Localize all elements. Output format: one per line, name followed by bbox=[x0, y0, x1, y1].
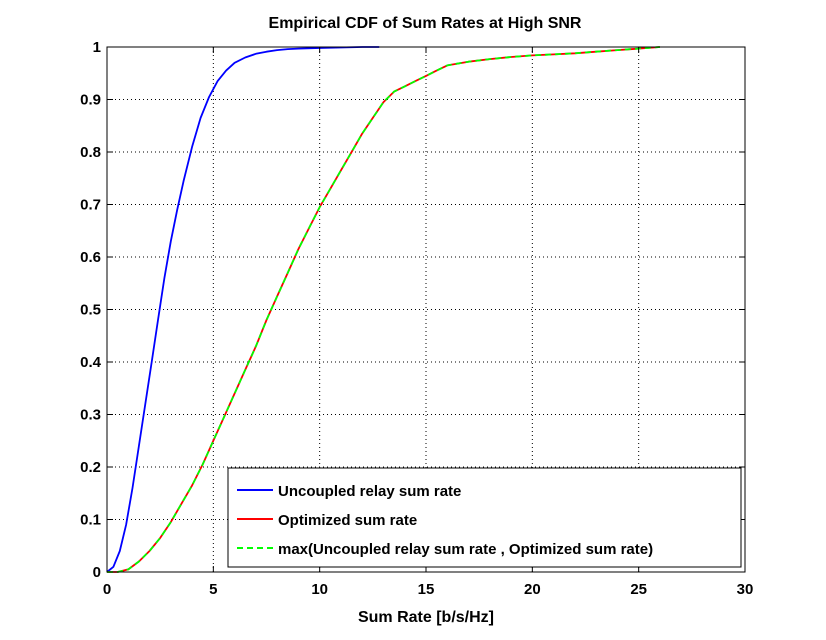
series-group bbox=[106, 46, 660, 573]
chart-title: Empirical CDF of Sum Rates at High SNR bbox=[269, 15, 582, 32]
legend[interactable]: Uncoupled relay sum rate Optimized sum r… bbox=[227, 467, 742, 568]
x-axis-label: Sum Rate [b/s/Hz] bbox=[358, 609, 494, 626]
y-tick-label: 1 bbox=[93, 39, 101, 56]
x-tick-label: 20 bbox=[524, 581, 541, 598]
y-tick-label: 0 bbox=[93, 564, 101, 581]
y-tick-label: 0.9 bbox=[80, 92, 101, 109]
legend-box bbox=[227, 467, 742, 568]
x-tick-label: 5 bbox=[209, 581, 217, 598]
y-tick-label: 0.5 bbox=[80, 302, 101, 319]
y-tick-label: 0.8 bbox=[80, 144, 101, 161]
x-tick-label: 30 bbox=[737, 581, 754, 598]
x-tick-label: 15 bbox=[418, 581, 435, 598]
legend-label-optimized: Optimized sum rate bbox=[278, 512, 417, 529]
y-tick-label: 0.1 bbox=[80, 512, 101, 529]
x-tick-label: 0 bbox=[103, 581, 111, 598]
y-tick-label: 0.3 bbox=[80, 407, 101, 424]
y-tick-label: 0.4 bbox=[80, 354, 102, 371]
y-tick-label: 0.7 bbox=[80, 197, 101, 214]
series-uncoupled-line bbox=[106, 46, 380, 573]
y-tick-label: 0.6 bbox=[80, 249, 101, 266]
legend-label-max: max(Uncoupled relay sum rate , Optimized… bbox=[278, 541, 653, 558]
x-tick-label: 25 bbox=[630, 581, 647, 598]
y-tick-label: 0.2 bbox=[80, 459, 101, 476]
series-max-line bbox=[107, 46, 660, 573]
legend-label-uncoupled: Uncoupled relay sum rate bbox=[278, 483, 461, 500]
x-tick-label: 10 bbox=[311, 581, 328, 598]
